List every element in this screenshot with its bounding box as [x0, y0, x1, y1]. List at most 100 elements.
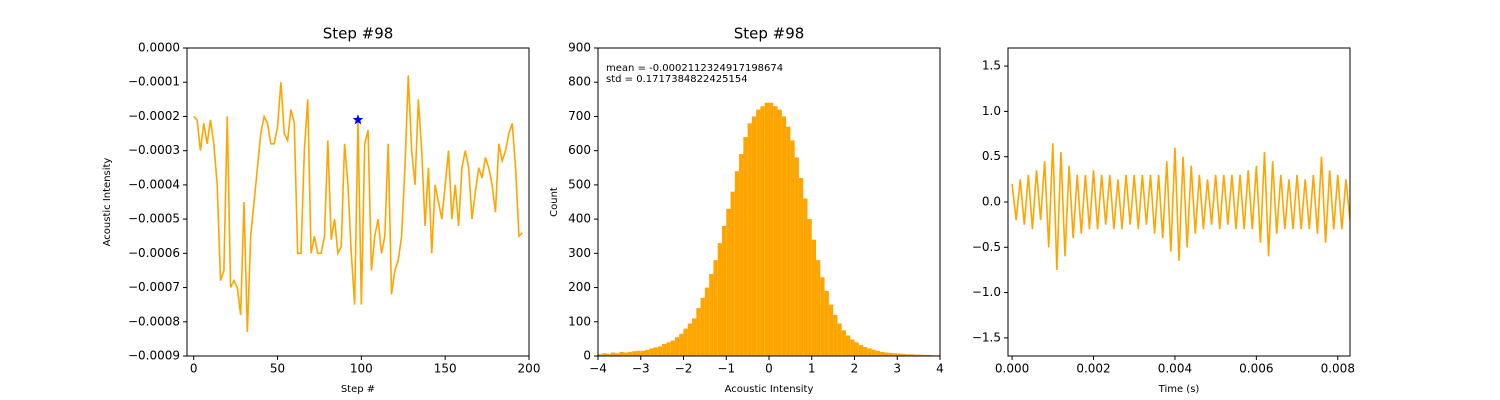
bar [657, 346, 663, 356]
bar [910, 354, 915, 356]
plot-area [193, 75, 523, 333]
bar [627, 351, 633, 356]
line [193, 75, 523, 333]
x-tick-label: 0.006 [1239, 362, 1273, 376]
bar [880, 351, 885, 356]
bar [666, 342, 671, 356]
bar [760, 106, 765, 356]
bar [914, 354, 919, 356]
bar [790, 140, 795, 356]
y-tick-label: 900 [568, 41, 591, 55]
y-tick-label: −0.5 [972, 240, 1001, 254]
bar [764, 102, 769, 356]
bar [820, 277, 825, 356]
y-axis-label: Count [549, 187, 560, 217]
bar [615, 353, 620, 356]
bar [807, 219, 812, 356]
bar [927, 354, 932, 356]
x-tick-label: 0.002 [1076, 362, 1110, 376]
y-tick-label: −0.0005 [128, 212, 180, 226]
bar [871, 349, 876, 356]
y-tick-label: −0.0009 [128, 349, 180, 363]
bar [781, 116, 787, 356]
bar [845, 335, 851, 356]
y-tick-label: 400 [568, 212, 591, 226]
y-tick-label: −0.0004 [128, 177, 180, 191]
bar [687, 323, 693, 356]
axes-frame [186, 47, 530, 357]
bar [897, 353, 902, 356]
bar [837, 323, 842, 356]
bar [901, 353, 906, 356]
bar [602, 353, 607, 356]
y-tick-label: −0.0003 [128, 143, 180, 157]
y-tick-label: 100 [568, 314, 591, 328]
x-tick-label: 0 [765, 362, 773, 376]
x-tick-label: −1 [717, 362, 735, 376]
bar [636, 350, 641, 356]
bar [734, 171, 740, 356]
bar [662, 344, 667, 356]
bar [751, 116, 757, 356]
bar [773, 106, 778, 356]
bar [696, 308, 701, 356]
bar [794, 157, 799, 356]
bar [713, 260, 718, 356]
bar [922, 354, 928, 356]
bar [670, 340, 675, 356]
bar [632, 351, 637, 356]
x-axis-label: Step # [341, 384, 375, 395]
bar [709, 273, 714, 356]
bar [816, 260, 821, 356]
y-tick-label: 300 [568, 246, 591, 260]
axes-title: Step #98 [323, 25, 394, 43]
bar [610, 352, 616, 356]
x-axis-label: Acoustic Intensity [725, 384, 814, 395]
bar [850, 339, 855, 356]
y-tick-label: −0.0007 [128, 280, 180, 294]
bar [756, 109, 761, 356]
x-axis-label: Time (s) [1158, 384, 1200, 395]
y-tick-label: 0 [583, 349, 591, 363]
bar [606, 353, 611, 356]
x-tick-label: 0.000 [995, 362, 1029, 376]
bar [854, 342, 859, 356]
bar [798, 178, 804, 356]
x-tick-label: 4 [936, 362, 944, 376]
bar [888, 352, 893, 356]
y-tick-label: 700 [568, 109, 591, 123]
bar [598, 354, 603, 356]
x-tick-label: 0.008 [1321, 362, 1355, 376]
bar [918, 354, 923, 356]
y-tick-label: 200 [568, 280, 591, 294]
bar [867, 348, 872, 356]
bar [679, 333, 684, 356]
y-tick-label: 1.0 [982, 104, 1001, 118]
y-tick-label: −0.0002 [128, 109, 180, 123]
bar [777, 109, 782, 356]
y-tick-label: −1.0 [972, 285, 1001, 299]
bar [692, 318, 697, 356]
bar [645, 349, 650, 356]
y-axis-label: Acoustic Intensity [102, 158, 113, 247]
bar [743, 136, 748, 356]
bar [884, 352, 889, 356]
bar [863, 347, 868, 356]
x-tick-label: 100 [350, 362, 373, 376]
bar [905, 354, 911, 356]
bar [704, 287, 710, 356]
bar [803, 198, 808, 356]
annotation: std = 0.1717384822425154 [606, 74, 748, 85]
bar [717, 243, 722, 356]
bar [875, 350, 881, 356]
x-tick-label: −2 [675, 362, 693, 376]
y-tick-label: 0.0 [982, 195, 1001, 209]
bar [833, 314, 838, 356]
y-tick-label: −0.0006 [128, 246, 180, 260]
bar [726, 208, 731, 356]
bar [674, 337, 680, 356]
x-tick-label: 1 [808, 362, 816, 376]
y-tick-label: −1.5 [972, 330, 1001, 344]
highlight-marker [352, 114, 364, 125]
annotation: mean = -0.0002112324917198674 [606, 63, 783, 74]
